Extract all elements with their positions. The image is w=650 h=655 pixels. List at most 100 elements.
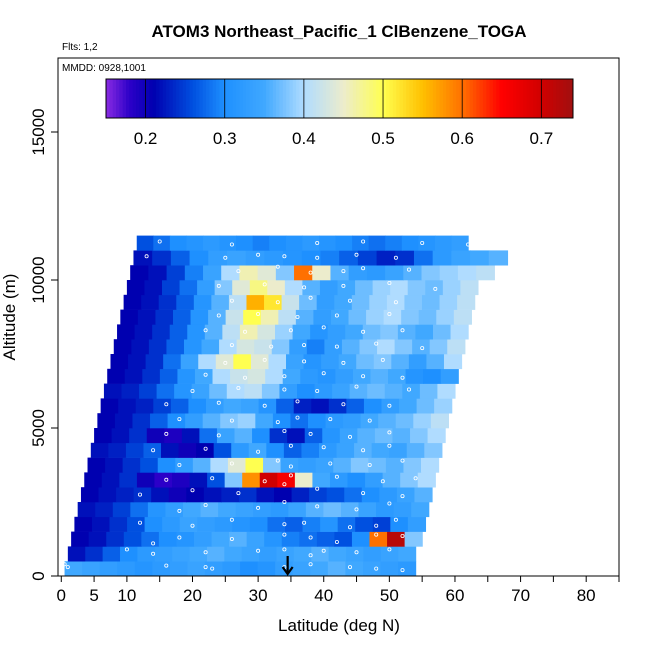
sample-point (361, 266, 366, 271)
colorbar-cell (326, 79, 330, 118)
sample-point (288, 443, 293, 448)
heat-cell (359, 339, 378, 355)
colorbar-cell (276, 79, 280, 118)
heat-cell (270, 502, 289, 518)
heat-cell (264, 250, 284, 266)
heat-cell (236, 235, 254, 251)
sample-point (354, 550, 359, 555)
heat-cell (224, 546, 243, 562)
heat-cell (372, 516, 391, 532)
heat-cell (90, 442, 109, 458)
sample-point (308, 431, 313, 436)
colorbar-cell (362, 79, 367, 118)
heat-cell (101, 472, 120, 488)
colorbar-cell (239, 79, 244, 118)
heat-cell (414, 487, 433, 503)
heat-cell (116, 487, 135, 503)
heat-cell (344, 487, 363, 503)
heat-cell (279, 383, 298, 399)
heat-cell (301, 250, 322, 266)
sample-point (380, 357, 385, 362)
heat-cell (255, 413, 274, 429)
heat-cell (457, 294, 476, 310)
sample-point (361, 329, 366, 334)
colorbar-cell (289, 79, 294, 118)
heat-cell (269, 428, 288, 444)
sample-point (177, 535, 182, 540)
heat-cell (341, 339, 361, 355)
heat-cell (404, 294, 423, 310)
colorbar-cell (366, 79, 371, 118)
heat-cell (159, 368, 179, 384)
heat-cell (82, 561, 101, 577)
heat-cell (98, 487, 117, 503)
heat-cell (293, 546, 312, 562)
colorbar-cell (182, 79, 187, 118)
heat-cell (102, 546, 121, 562)
colorbar-cell (319, 79, 324, 118)
colorbar-cell (329, 79, 334, 118)
sample-point (308, 553, 313, 558)
sample-point (321, 445, 326, 450)
heat-cell (410, 428, 429, 444)
colorbar-cell (196, 79, 200, 118)
heat-cell (252, 428, 271, 444)
heat-cell (234, 428, 253, 444)
sample-point (361, 491, 366, 496)
heat-cell (387, 531, 406, 547)
heat-cell (190, 309, 209, 325)
heat-cell (361, 487, 380, 503)
sample-point (334, 474, 339, 479)
dates-label: MMDD: 0928,1001 (62, 63, 146, 74)
heat-cell (417, 472, 436, 488)
heat-cell (392, 428, 411, 444)
heat-cell (184, 265, 204, 281)
colorbar-cell (136, 79, 140, 118)
heat-cell (232, 516, 251, 532)
x-tick-label: 70 (511, 586, 530, 605)
heat-cell (179, 280, 198, 296)
heat-cell (204, 324, 223, 340)
sample-point (341, 283, 346, 288)
heat-cell (326, 487, 345, 503)
heat-cell (288, 502, 307, 518)
heat-cell (152, 561, 171, 577)
heat-cell (319, 280, 339, 296)
heat-cell (212, 368, 231, 384)
heat-cell (226, 250, 247, 266)
heat-cell (380, 561, 399, 577)
heat-cell (219, 339, 238, 355)
x-tick-label: 10 (117, 586, 136, 605)
heat-cell (390, 516, 409, 532)
heat-cell (254, 339, 273, 355)
sample-point (275, 264, 280, 269)
heat-cell (143, 442, 162, 458)
heat-cell (295, 309, 314, 325)
heat-cell (241, 546, 260, 562)
sample-point (229, 418, 234, 423)
heat-cell (189, 546, 208, 562)
heat-cell (172, 472, 191, 488)
colorbar-cell (192, 79, 197, 118)
heat-cell (348, 265, 368, 281)
colorbar-cell (549, 79, 554, 118)
sample-point (341, 269, 346, 274)
heat-cell (200, 502, 219, 518)
y-axis: 0 5000 10000 15000 (29, 108, 58, 581)
colorbar-cell (522, 79, 527, 118)
heat-cell (318, 442, 338, 458)
sample-point (229, 298, 234, 303)
colorbar-cell (106, 79, 110, 118)
heat-cell (162, 280, 181, 296)
heat-cell (264, 531, 283, 547)
heat-cell (186, 487, 205, 503)
colorbar-cell (512, 79, 517, 118)
sample-point (295, 314, 300, 319)
heat-cell (84, 472, 103, 488)
x-tick-label: 0 (57, 586, 66, 605)
heat-cell (316, 531, 335, 547)
heat-cell (437, 383, 456, 399)
heat-cell (419, 383, 439, 399)
heat-cell (214, 280, 233, 296)
sample-point (256, 252, 261, 257)
